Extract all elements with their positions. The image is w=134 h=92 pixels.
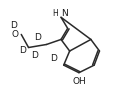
Text: N: N <box>61 9 68 18</box>
Text: D: D <box>31 51 38 60</box>
Text: D: D <box>50 54 57 63</box>
Text: H: H <box>52 9 58 18</box>
Text: OH: OH <box>72 77 86 86</box>
Text: D: D <box>19 46 26 55</box>
Text: D: D <box>10 21 17 30</box>
Text: O: O <box>11 30 18 39</box>
Text: D: D <box>34 33 41 42</box>
